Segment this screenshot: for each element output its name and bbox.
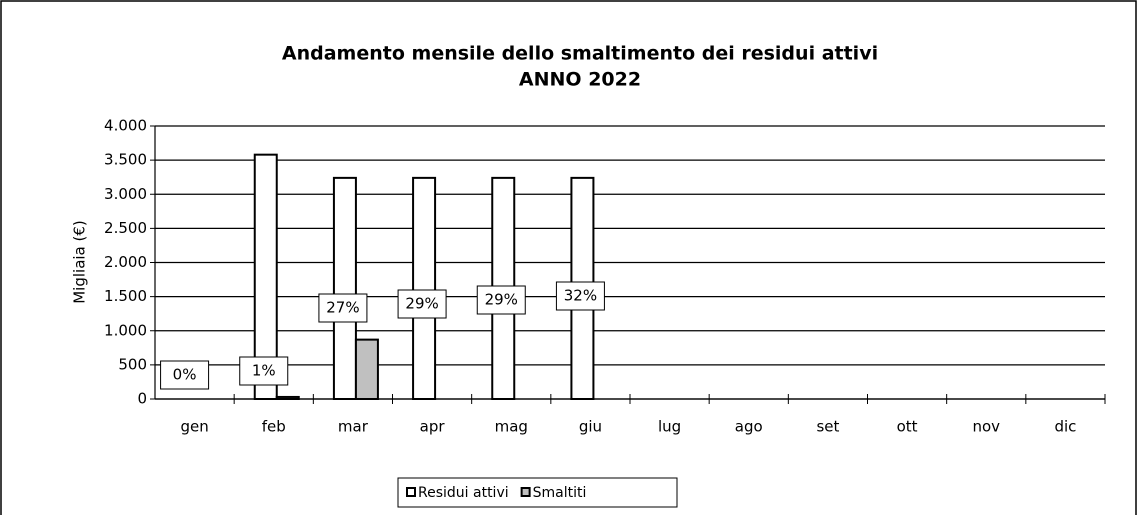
y-tick-label: 4.000 xyxy=(104,117,147,135)
x-tick-label: ott xyxy=(897,418,918,436)
legend-box xyxy=(397,477,678,508)
chart-title: Andamento mensile dello smaltimento dei … xyxy=(282,43,878,65)
percent-label: 0% xyxy=(173,366,197,384)
bar xyxy=(412,176,437,400)
percent-label: 1% xyxy=(252,362,276,380)
y-tick-label: 2.000 xyxy=(104,253,147,271)
chart-subtitle: ANNO 2022 xyxy=(519,69,641,91)
y-tick-label: 1.000 xyxy=(104,321,147,339)
percent-label: 27% xyxy=(326,299,359,317)
legend-label: Smaltiti xyxy=(533,485,587,501)
x-tick-label: giu xyxy=(579,418,602,436)
y-axis-label: Migliaia (€) xyxy=(71,220,89,304)
percent-label: 29% xyxy=(485,291,518,309)
y-tick-label: 500 xyxy=(118,355,147,373)
x-tick-label: lug xyxy=(658,418,681,436)
legend-swatch xyxy=(406,487,416,497)
percent-label-box xyxy=(476,285,526,315)
bar xyxy=(332,176,357,400)
percent-label: 29% xyxy=(405,295,438,313)
x-tick-label: set xyxy=(816,418,839,436)
percent-label-box xyxy=(239,356,289,386)
x-tick-label: nov xyxy=(972,418,1000,436)
y-tick-label: 0 xyxy=(137,390,147,408)
x-tick-label: gen xyxy=(180,418,208,436)
y-tick-label: 1.500 xyxy=(104,287,147,305)
percent-label-box xyxy=(160,360,210,390)
y-tick-label: 3.000 xyxy=(104,185,147,203)
legend-label: Residui attivi xyxy=(418,485,509,501)
percent-label: 32% xyxy=(564,287,597,305)
percent-label-box xyxy=(397,289,447,319)
y-tick-label: 3.500 xyxy=(104,151,147,169)
x-tick-label: feb xyxy=(262,418,286,436)
percent-label-box xyxy=(555,281,605,311)
y-tick-label: 2.500 xyxy=(104,219,147,237)
percent-label-box xyxy=(318,293,368,323)
x-tick-label: apr xyxy=(420,418,446,436)
x-tick-label: mar xyxy=(338,418,369,436)
legend-swatch xyxy=(520,487,531,497)
x-tick-label: mag xyxy=(495,418,528,436)
bar xyxy=(253,153,278,400)
x-tick-label: ago xyxy=(735,418,763,436)
bar xyxy=(275,395,300,401)
x-tick-label: dic xyxy=(1054,418,1076,436)
bar xyxy=(354,338,379,400)
